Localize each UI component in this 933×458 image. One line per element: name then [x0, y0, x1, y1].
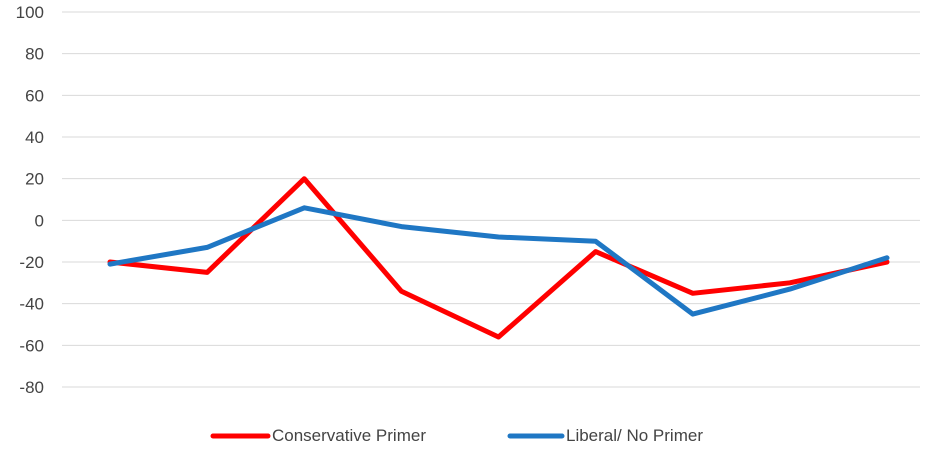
- legend: Conservative Primer Liberal/ No Primer: [210, 426, 703, 445]
- y-axis-tick-labels: 100 80 60 40 20 0 -20 -40 -60 -80: [16, 3, 44, 397]
- legend-label: Conservative Primer: [272, 426, 426, 445]
- series-line-conservative-primer: [107, 176, 890, 340]
- gridlines: [62, 11, 920, 388]
- y-tick-label: 60: [25, 86, 44, 105]
- y-tick-label: 0: [35, 211, 44, 230]
- y-tick-label: -80: [19, 378, 44, 397]
- y-tick-label: 80: [25, 45, 44, 64]
- y-tick-label: 100: [16, 3, 44, 22]
- y-tick-label: -40: [19, 295, 44, 314]
- legend-label: Liberal/ No Primer: [566, 426, 703, 445]
- y-tick-label: -20: [19, 253, 44, 272]
- series-lines: [107, 176, 890, 340]
- series-line-liberal-no-primer: [107, 205, 890, 317]
- y-tick-label: -60: [19, 336, 44, 355]
- y-tick-label: 40: [25, 128, 44, 147]
- y-tick-label: 20: [25, 170, 44, 189]
